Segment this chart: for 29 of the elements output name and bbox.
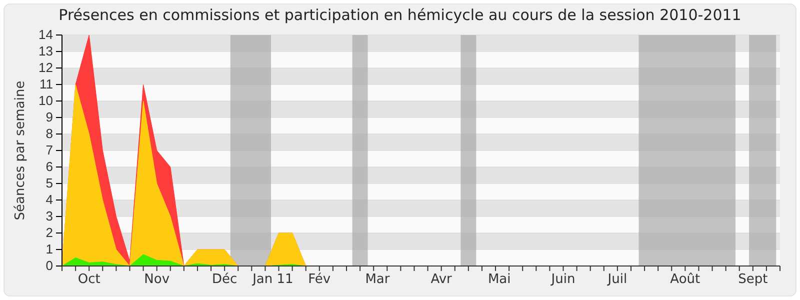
x-tick-label: Jan 11 <box>252 272 294 287</box>
x-tick-label: Juin <box>550 272 576 287</box>
x-tick-label: Oct <box>78 272 100 287</box>
chart-title: Présences en commissions et participation en hémicycle au cours de la session 2010-2011 <box>58 6 742 24</box>
x-tick-label: Août <box>670 272 700 287</box>
x-tick-label: Fév <box>308 272 331 287</box>
y-tick-label: 13 <box>38 44 53 59</box>
y-tick-label: 10 <box>38 93 53 108</box>
y-tick-label: 3 <box>46 208 53 224</box>
y-tick-label: 0 <box>46 258 53 274</box>
y-tick-label: 8 <box>46 126 53 142</box>
y-tick-label: 4 <box>46 192 53 208</box>
x-tick-label: Mar <box>365 272 390 287</box>
y-tick-label: 7 <box>46 142 53 158</box>
y-axis-title: Séances par semaine <box>13 80 28 220</box>
x-tick-label: Mai <box>488 272 511 287</box>
x-tick-label: Nov <box>144 272 170 287</box>
x-tick-label: Déc <box>212 272 238 287</box>
x-tick-label: Sept <box>738 272 768 287</box>
y-tick-label: 5 <box>46 176 53 191</box>
y-tick-label: 9 <box>46 110 53 125</box>
x-tick-label: Avr <box>430 272 453 287</box>
y-tick-label: 1 <box>46 242 53 257</box>
y-tick-label: 12 <box>38 60 53 76</box>
y-tick-label: 6 <box>46 159 53 174</box>
y-tick-label: 11 <box>40 76 53 92</box>
x-tick-label: Juil <box>606 272 628 287</box>
y-tick-label: 2 <box>46 225 53 240</box>
y-tick-label: 14 <box>38 27 53 42</box>
